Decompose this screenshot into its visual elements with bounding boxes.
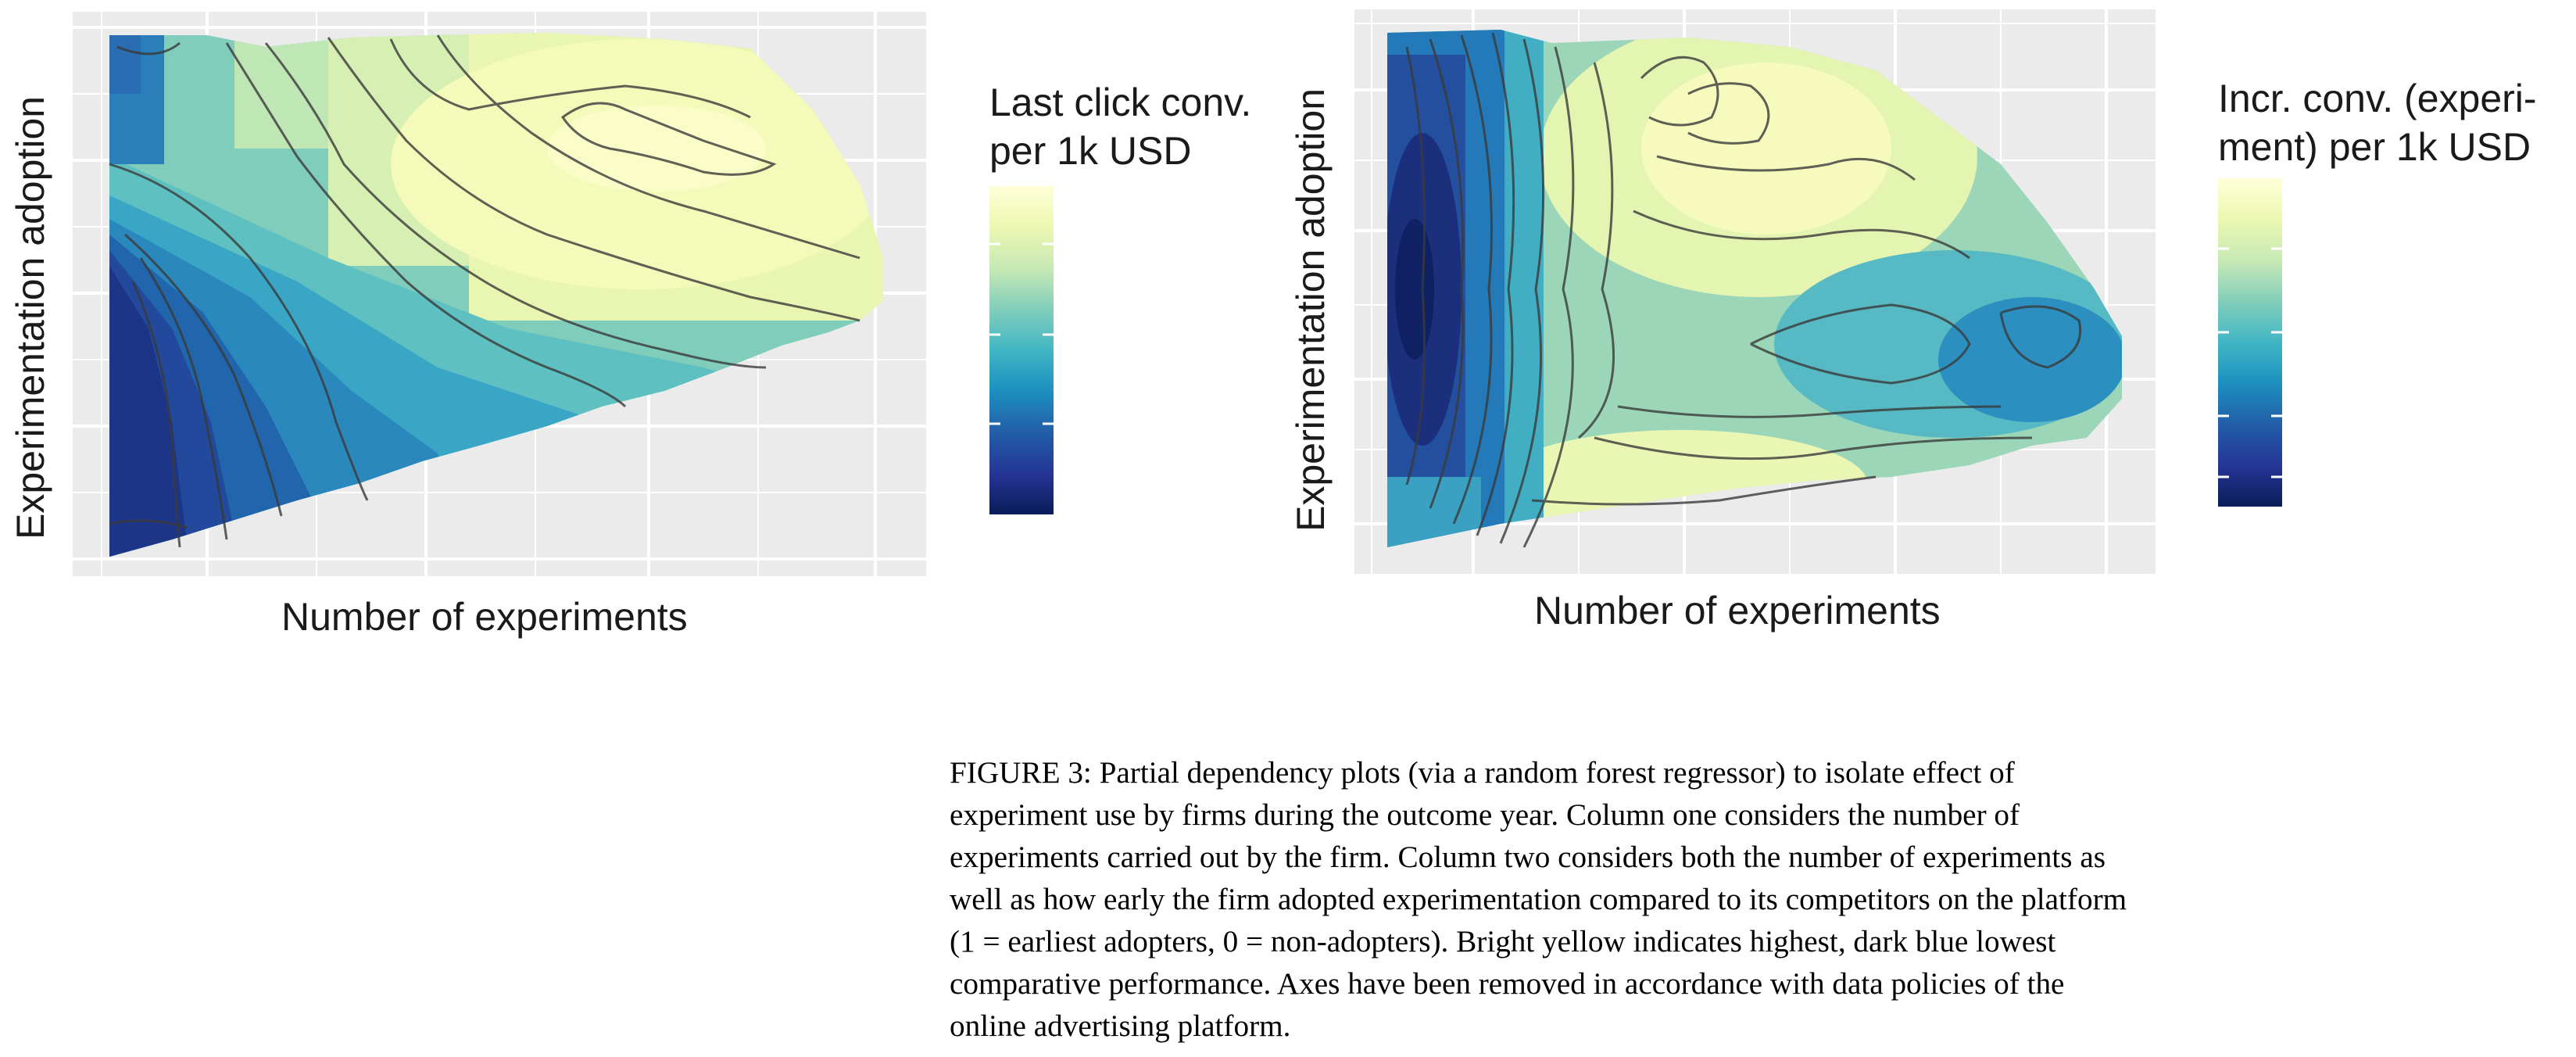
legend-2-title: Incr. conv. (experi- ment) per 1k USD [2218,74,2537,171]
legend-2-title-line-1: Incr. conv. (experi- [2218,77,2537,120]
caption-line: online advertising platform. [950,1009,1291,1043]
panel-1-x-axis-title: Number of experiments [281,595,688,639]
caption-line: FIGURE 3: Partial dependency plots (via … [950,756,2015,790]
caption-line: (1 = earliest adopters, 0 = non-adopters… [950,925,2056,958]
panel-2-y-axis-title: Experimentation adoption [1289,88,1333,532]
caption-line: comparative performance. Axes have been … [950,967,2065,1001]
panel-2-x-axis-title: Number of experiments [1534,589,1941,632]
legend-2 [2218,178,2282,507]
panel-2 [1354,9,2156,574]
legend-1-title: Last click conv. per 1k USD [989,78,1251,175]
panel-1-y-axis-title: Experimentation adoption [9,95,52,539]
caption-line: well as how early the firm adopted exper… [950,883,2127,916]
legend-1-colorbar [989,186,1054,514]
legend-2-colorbar [2218,178,2282,507]
panel-1 [73,12,926,576]
panel-2-contours [1405,32,2082,548]
panel-1-contours [109,34,860,548]
caption-line: experiment use by firms during the outco… [950,798,2020,832]
caption-line: experiments carried out by the firm. Col… [950,840,2106,874]
legend-1-title-line-1: Last click conv. [989,81,1252,124]
figure-caption: FIGURE 3: Partial dependency plots (via … [950,752,2474,1048]
legend-1-title-line-2: per 1k USD [989,129,1192,173]
legend-1 [989,186,1054,514]
legend-2-title-line-2: ment) per 1k USD [2218,125,2531,169]
